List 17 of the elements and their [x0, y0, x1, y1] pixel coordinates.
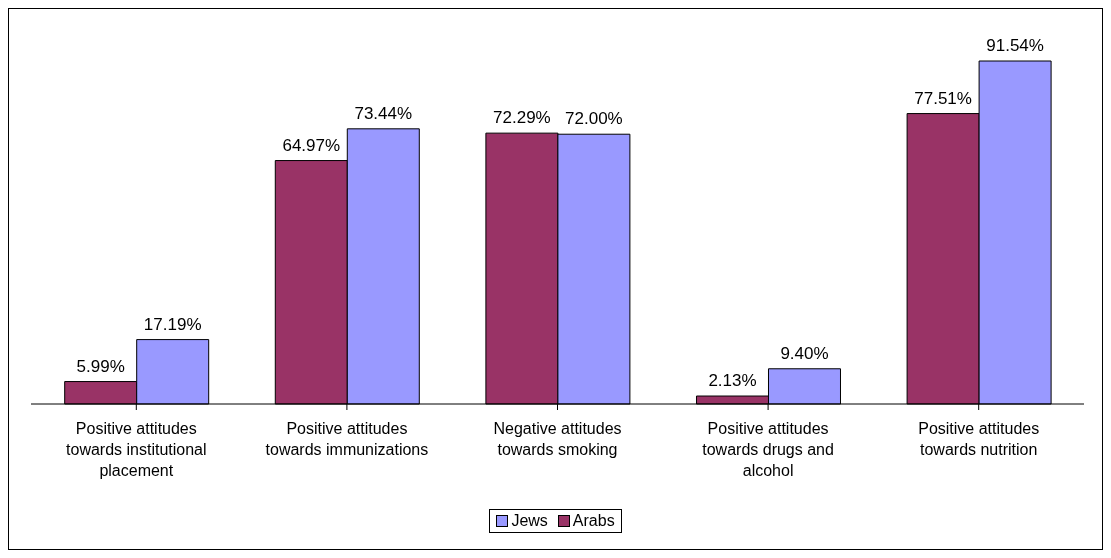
x-tick-label: Positive attitudes towards nutrition: [918, 420, 1040, 458]
data-label: 17.19%: [143, 314, 202, 334]
legend-label: Arabs: [571, 512, 615, 530]
legend-label: Jews: [510, 512, 548, 530]
data-label: 5.99%: [76, 356, 125, 376]
data-label: 2.13%: [708, 371, 757, 391]
x-tick-label: Positive attitudes towards institutional placement: [66, 420, 207, 479]
data-label: 77.51%: [914, 88, 972, 108]
x-tick-label: Negative attitudes towards smoking: [493, 420, 622, 458]
data-label: 72.29%: [493, 108, 551, 128]
x-tick-label: Positive attitudes towards immunizations: [265, 420, 429, 458]
data-label: 91.54%: [986, 36, 1044, 55]
data-label: 64.97%: [282, 135, 341, 155]
data-label: 72.00%: [565, 109, 623, 129]
data-label: 9.40%: [780, 343, 829, 363]
x-tick-label: Positive attitudes towards drugs and alcohol: [702, 420, 834, 479]
data-label: 73.44%: [354, 103, 413, 123]
